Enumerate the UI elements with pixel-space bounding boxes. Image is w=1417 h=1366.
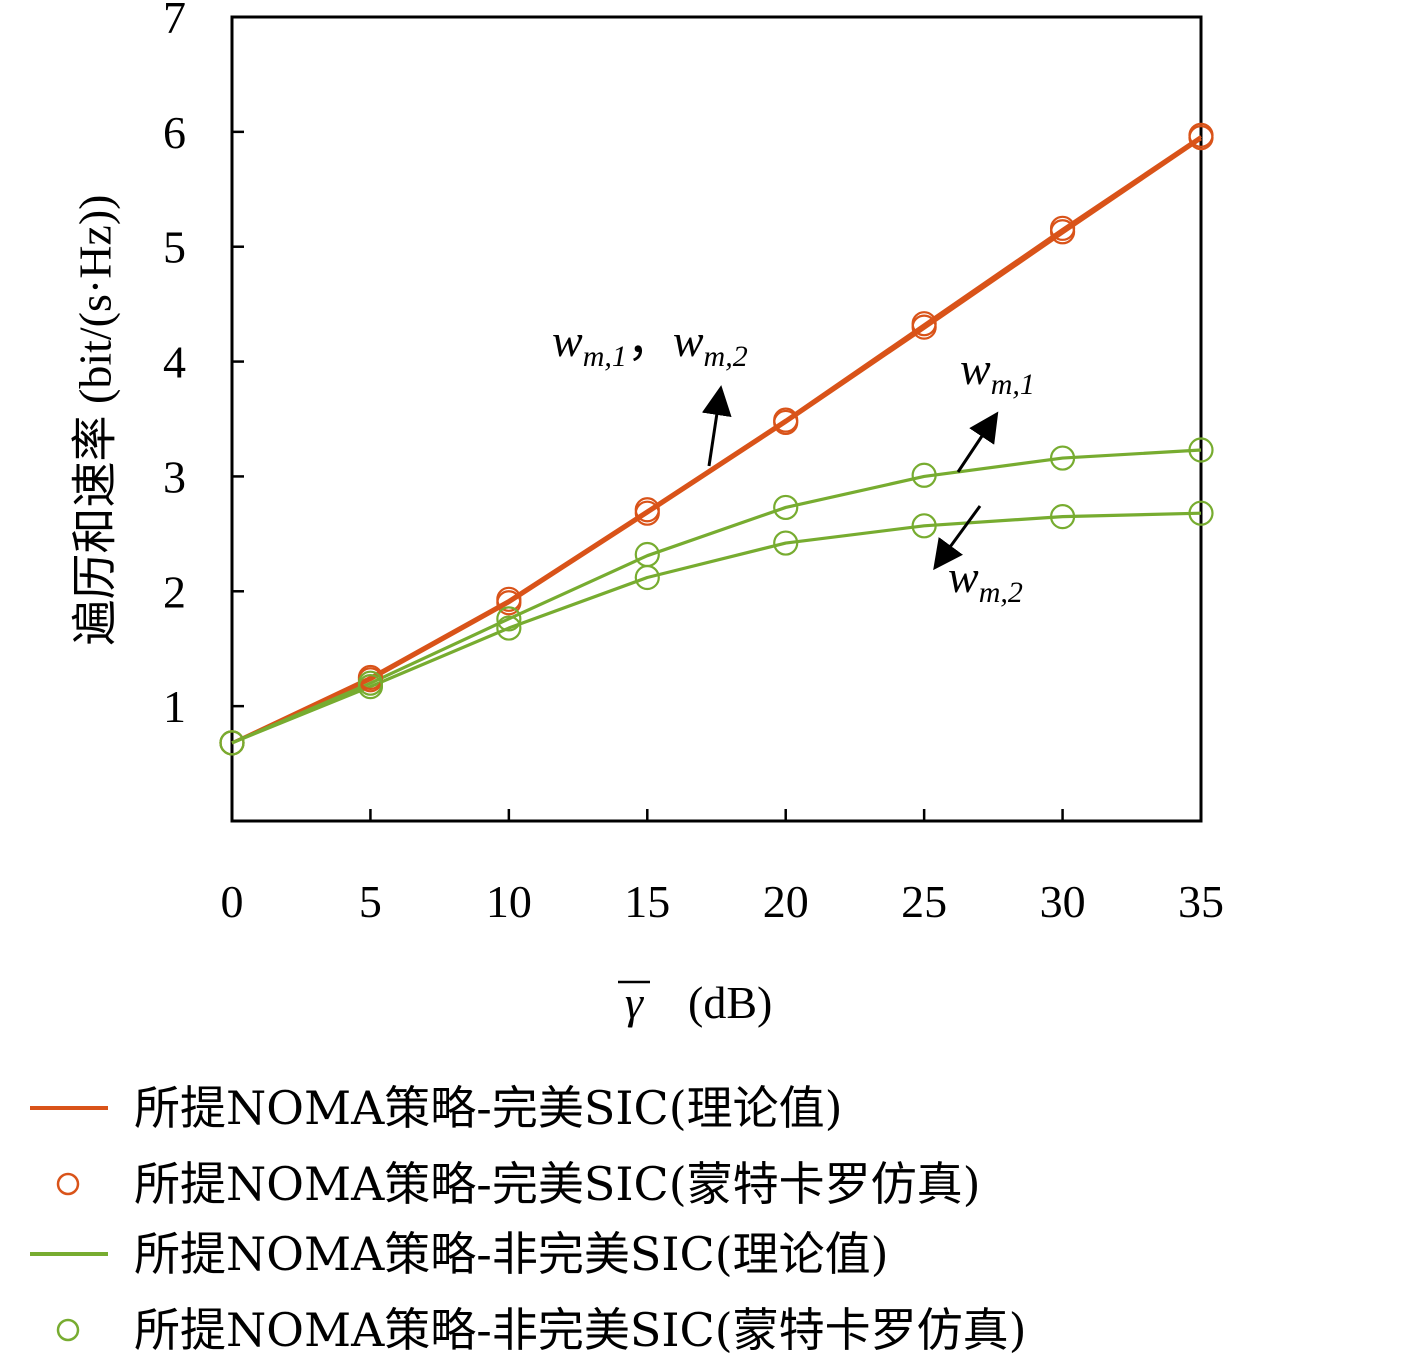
x-tick-label: 20: [763, 876, 809, 927]
series-point-imperfect_w2_sim: [773, 530, 799, 556]
series-point-imperfect_w2_sim: [1049, 504, 1076, 530]
x-tick-label: 35: [1178, 876, 1224, 927]
x-tick-label: 10: [486, 876, 532, 927]
plot-frame: [230, 15, 1203, 823]
annotation-imperfect-down-sub: m,2: [979, 576, 1023, 609]
x-tick-label: 5: [359, 876, 382, 927]
legend-label: 所提NOMA策略-完美SIC(理论值): [134, 1081, 843, 1135]
series-point-imperfect_w2_sim: [219, 730, 245, 756]
legend-item-3: 所提NOMA策略-非完美SIC(蒙特卡罗仿真): [56, 1303, 1027, 1357]
annotation-imperfect-down: wm,2: [933, 505, 1023, 609]
legend-label: 所提NOMA策略-非完美SIC(蒙特卡罗仿真): [134, 1303, 1027, 1357]
series-point-imperfect_w1_sim: [1049, 445, 1076, 471]
y-tick-label: 2: [163, 566, 186, 617]
annotation-perfect-w2-sub: m,2: [704, 340, 748, 373]
series-line-perfect_w1_theory: [231, 135, 1202, 745]
legend-item-1: 所提NOMA策略-完美SIC(蒙特卡罗仿真): [56, 1157, 981, 1211]
series-point-perfect_w2_sim: [1188, 125, 1214, 151]
legend: 所提NOMA策略-完美SIC(理论值) 所提NOMA策略-完美SIC(蒙特卡罗仿…: [30, 1081, 1027, 1357]
y-tick-label: 6: [163, 107, 186, 158]
svg-text:wm,1，wm,2: wm,1，wm,2: [552, 315, 748, 373]
y-tick-label: 7: [163, 0, 186, 43]
annotation-perfect-w1: w: [552, 315, 583, 366]
svg-text:wm,2: wm,2: [948, 551, 1023, 609]
series-point-imperfect_w2_sim: [634, 564, 660, 591]
annotation-imperfect-down-w: w: [948, 551, 979, 602]
x-tick-label: 30: [1040, 876, 1086, 927]
series-point-imperfect_w1_sim: [773, 494, 799, 521]
x-tick-label: 15: [624, 876, 670, 927]
annotation-imperfect-up-sub: m,1: [991, 368, 1035, 401]
annotation-perfect-sep: ，: [627, 315, 673, 366]
annotation-perfect: wm,1，wm,2: [552, 315, 748, 467]
legend-item-0: 所提NOMA策略-完美SIC(理论值): [30, 1081, 843, 1135]
plot-area: [230, 15, 1203, 823]
series-point-imperfect_w1_sim: [1188, 437, 1214, 463]
legend-label: 所提NOMA策略-完美SIC(蒙特卡罗仿真): [134, 1157, 981, 1211]
y-tick-label: 4: [163, 337, 186, 388]
series-point-imperfect_w1_sim: [911, 462, 937, 488]
series-point-imperfect_w2_sim: [911, 513, 937, 539]
legend-item-2: 所提NOMA策略-非完美SIC(理论值): [30, 1227, 889, 1281]
legend-label: 所提NOMA策略-非完美SIC(理论值): [134, 1227, 889, 1281]
series-line-imperfect_w2_theory: [231, 511, 1202, 745]
x-axis-title-unit: (dB): [688, 977, 772, 1028]
y-tick-label: 3: [163, 451, 186, 502]
x-axis-title: γ (dB): [618, 977, 772, 1028]
series-point-imperfect_w2_sim: [357, 674, 384, 700]
series-point-perfect_w2_sim: [1049, 219, 1076, 245]
x-tick-label: 0: [221, 876, 244, 927]
series-point-perfect_w2_sim: [496, 590, 522, 616]
axis-ticks: 0 5 10 15 20 25 30 35 1 2 3 4 5 6 7: [163, 0, 1224, 927]
annotation-imperfect-up-arrow: [956, 411, 999, 473]
annotation-imperfect-up: wm,1: [956, 343, 1035, 473]
y-axis-title: 遍历和速率 (bit/(s·Hz)): [70, 195, 121, 646]
annotation-imperfect-down-arrow: [933, 505, 982, 571]
series-line-perfect_w2_theory: [231, 137, 1202, 745]
series-line-imperfect_w1_theory: [231, 448, 1202, 745]
series-point-perfect_w2_sim: [634, 500, 660, 526]
y-tick-label: 1: [163, 681, 186, 732]
annotation-perfect-w2: w: [673, 315, 704, 366]
x-tick-label: 25: [901, 876, 947, 927]
x-axis-title-symbol: γ: [625, 977, 645, 1028]
series-point-perfect_w2_sim: [911, 314, 937, 340]
series-point-imperfect_w1_sim: [496, 606, 522, 632]
legend-swatch-circle: [56, 1318, 80, 1342]
series-point-imperfect_w2_sim: [496, 615, 522, 641]
annotation-perfect-arrow: [701, 385, 732, 467]
series-lines: [231, 135, 1202, 745]
annotation-perfect-w1-sub: m,1: [583, 340, 627, 373]
series-point-imperfect_w2_sim: [1188, 500, 1214, 526]
svg-text:wm,1: wm,1: [960, 343, 1035, 401]
annotation-imperfect-up-w: w: [960, 343, 991, 394]
legend-swatch-circle: [56, 1172, 80, 1196]
y-tick-label: 5: [163, 222, 186, 273]
series-point-perfect_w2_sim: [773, 409, 799, 436]
series-markers: [219, 122, 1214, 756]
